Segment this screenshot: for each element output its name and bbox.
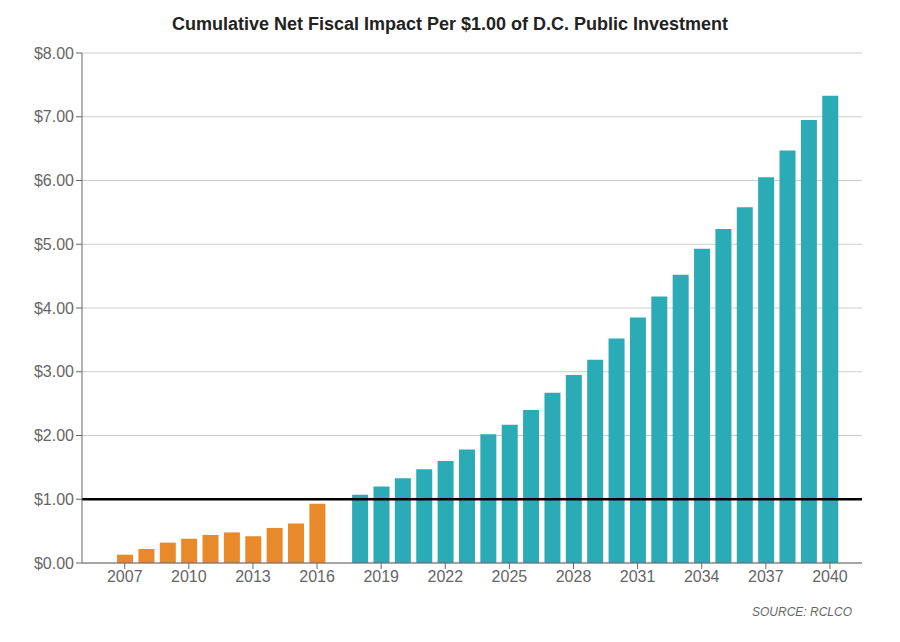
svg-text:$4.00: $4.00 <box>34 300 74 317</box>
html-text:SOURCE: RCLCO: SOURCE: RCLCO <box>752 605 852 619</box>
svg-text:$7.00: $7.00 <box>34 108 74 125</box>
svg-text:$2.00: $2.00 <box>34 427 74 444</box>
svg-text:$6.00: $6.00 <box>34 172 74 189</box>
svg-text:2022: 2022 <box>427 568 463 585</box>
html-text:Cumulative Net Fiscal Impact P: Cumulative Net Fiscal Impact Per $1.00 o… <box>171 14 729 34</box>
svg-text:2034: 2034 <box>684 568 720 585</box>
svg-text:2037: 2037 <box>748 568 784 585</box>
svg-text:2010: 2010 <box>171 568 207 585</box>
svg-text:2025: 2025 <box>492 568 528 585</box>
svg-text:2019: 2019 <box>363 568 399 585</box>
svg-text:$1.00: $1.00 <box>34 491 74 508</box>
svg-text:2007: 2007 <box>107 568 143 585</box>
svg-text:$8.00: $8.00 <box>34 45 74 62</box>
svg-text:2031: 2031 <box>620 568 656 585</box>
svg-text:2016: 2016 <box>299 568 335 585</box>
svg-text:2028: 2028 <box>556 568 592 585</box>
svg-text:2013: 2013 <box>235 568 271 585</box>
svg-text:$0.00: $0.00 <box>34 555 74 572</box>
svg-text:$3.00: $3.00 <box>34 363 74 380</box>
svg-text:$5.00: $5.00 <box>34 236 74 253</box>
svg-text:2040: 2040 <box>812 568 848 585</box>
